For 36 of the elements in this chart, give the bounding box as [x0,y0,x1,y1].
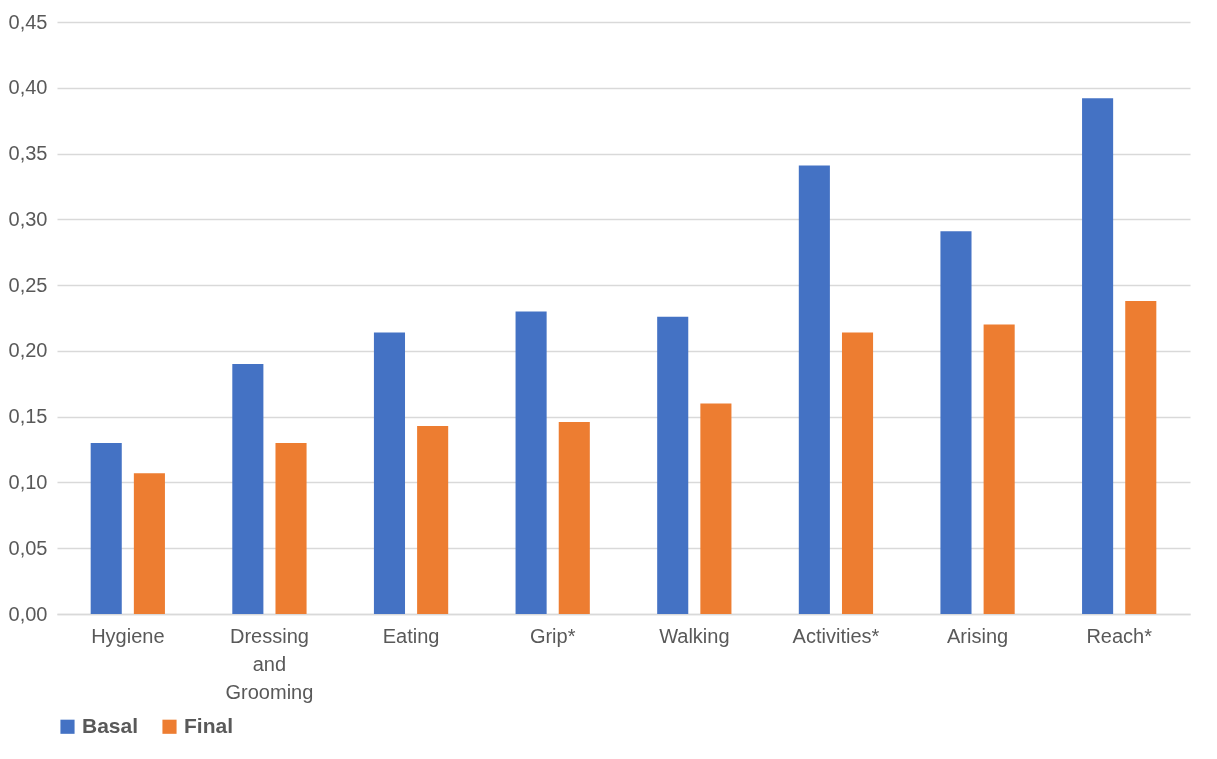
y-tick-label: 0,10 [8,470,48,493]
bar [373,332,406,614]
x-tick-label: Hygiene [91,624,165,647]
y-tick-label: 0,45 [8,10,48,33]
x-tick-label: Eating [382,624,440,647]
bar [90,442,122,614]
bar [940,231,972,614]
x-tick-label: Reach* [1086,624,1153,647]
bar [232,364,264,614]
x-tick-label: Walking [659,624,730,647]
y-tick-label: 0,40 [8,76,48,99]
bar [275,442,307,614]
x-tick-label: Arising [946,624,1009,647]
bar [657,316,689,614]
bar [798,165,830,614]
bar [700,403,732,614]
y-tick-label: 0,35 [8,142,48,165]
y-tick-label: 0,20 [8,339,48,362]
bar [1125,300,1157,614]
bar [841,332,874,614]
bar [133,473,165,614]
legend-label: Basal [82,713,139,737]
x-tick-label: Activities* [792,624,880,647]
legend-label: Final [184,713,234,737]
y-tick-label: 0,25 [8,273,48,296]
bar [515,311,547,614]
y-tick-label: 0,00 [8,602,48,625]
bar [983,324,1015,614]
bar [558,421,590,614]
y-tick-label: 0,05 [8,536,48,559]
y-tick-label: 0,15 [8,405,48,428]
bar [1082,98,1114,614]
x-tick-label: Grip* [529,624,576,647]
y-tick-label: 0,30 [8,207,48,230]
bar [417,425,449,614]
x-tick-label: Dressing and Grooming [225,624,314,703]
